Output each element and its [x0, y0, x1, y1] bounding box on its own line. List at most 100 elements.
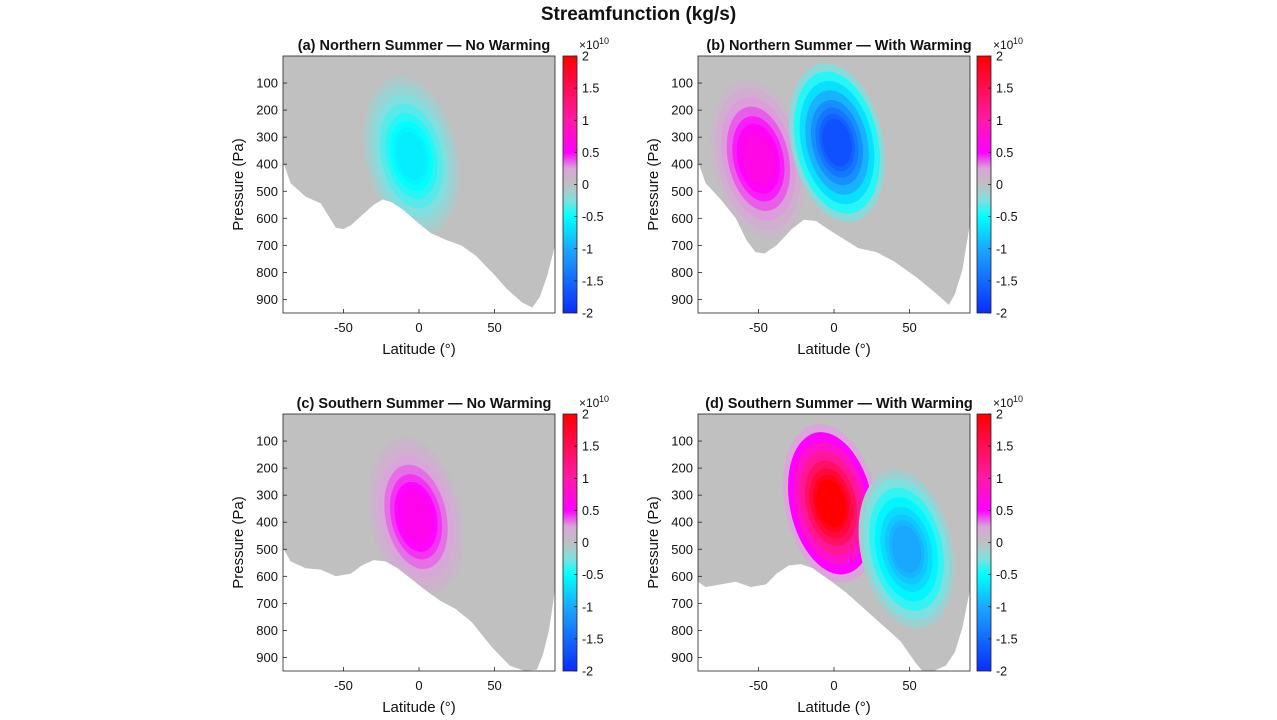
colorbar-exponent-power: 10 [599, 394, 609, 404]
y-tick-label: 100 [671, 434, 693, 449]
y-tick-label: 200 [256, 103, 278, 118]
colorbar-tick-label: -1 [582, 242, 593, 256]
y-tick-label: 400 [671, 157, 693, 172]
contour-level [816, 479, 846, 528]
y-tick-label: 700 [671, 596, 693, 611]
y-tick-label: 800 [256, 623, 278, 638]
y-tick-label: 900 [671, 292, 693, 307]
colorbar-tick-label: -0.5 [582, 210, 604, 224]
colorbar-exponent-power: 10 [1013, 394, 1023, 404]
colorbar-tick-label: -0.5 [996, 568, 1018, 582]
y-tick-label: 600 [256, 211, 278, 226]
y-tick-label: 200 [671, 103, 693, 118]
colorbar-exponent: ×10 [579, 396, 600, 410]
x-tick-label: 0 [830, 678, 837, 693]
colorbar-tick-label: 1 [996, 114, 1003, 128]
x-tick-label: 0 [415, 320, 422, 335]
circulation-cell [858, 469, 955, 629]
x-tick-label: -50 [334, 678, 353, 693]
field-area [698, 56, 970, 305]
y-axis-label: Pressure (Pa) [230, 138, 247, 231]
colorbar-tick-label: 0.5 [996, 146, 1013, 160]
field-area [283, 56, 555, 308]
colorbar-tick-label: 0.5 [996, 504, 1013, 518]
colorbar-tick-label: 2 [582, 408, 589, 422]
y-tick-label: 300 [256, 488, 278, 503]
colorbar-tick-label: 1 [582, 114, 589, 128]
colorbar-exponent: ×10 [993, 38, 1014, 52]
y-tick-label: 500 [671, 184, 693, 199]
y-tick-label: 700 [256, 238, 278, 253]
colorbar-tick-label: 0 [996, 178, 1003, 192]
y-tick-label: 900 [256, 292, 278, 307]
colorbar-tick-label: 1 [582, 472, 589, 486]
y-tick-label: 300 [671, 488, 693, 503]
colorbar-tick-label: 2 [582, 50, 589, 64]
colorbar: 2 1.5 1 0.5 0 -0.5 -1 -1.5 -2 ×10 10 [976, 36, 1023, 321]
y-tick-label: 400 [256, 157, 278, 172]
field-area [283, 414, 555, 671]
y-axis-label: Pressure (Pa) [230, 496, 247, 589]
colorbar: 2 1.5 1 0.5 0 -0.5 -1 -1.5 -2 ×10 10 [976, 394, 1023, 679]
contour-level [743, 135, 774, 183]
colorbar: 2 1.5 1 0.5 0 -0.5 -1 -1.5 -2 ×10 10 [562, 394, 609, 679]
y-tick-label: 100 [256, 76, 278, 91]
y-tick-label: 900 [256, 650, 278, 665]
y-tick-label: 500 [671, 542, 693, 557]
field-area [698, 414, 970, 671]
colorbar-tick-label: -1 [582, 600, 593, 614]
colorbar-exponent: ×10 [579, 38, 600, 52]
y-tick-label: 300 [671, 130, 693, 145]
x-tick-label: -50 [749, 320, 768, 335]
colorbar-tick-label: 1.5 [996, 82, 1013, 96]
colorbar-tick-label: -1.5 [996, 274, 1018, 288]
colorbar-tick-label: 0 [582, 536, 589, 550]
x-tick-label: 0 [830, 320, 837, 335]
colorbar-tick-label: 0 [996, 536, 1003, 550]
colorbar-exponent-power: 10 [1013, 36, 1023, 46]
colorbar-tick-label: -1.5 [582, 274, 604, 288]
colorbar-exponent: ×10 [993, 396, 1014, 410]
colorbar-tick-label: 0 [582, 178, 589, 192]
circulation-cell [789, 63, 885, 222]
x-tick-label: -50 [334, 320, 353, 335]
y-tick-label: 700 [256, 596, 278, 611]
colorbar-tick-label: 1.5 [582, 82, 599, 96]
y-tick-label: 800 [671, 265, 693, 280]
contour-level [891, 525, 922, 574]
y-tick-label: 100 [256, 434, 278, 449]
y-axis-label: Pressure (Pa) [645, 138, 662, 231]
y-tick-label: 400 [671, 515, 693, 530]
circulation-cell [368, 437, 464, 597]
x-tick-label: 0 [415, 678, 422, 693]
panel-title: (b) Northern Summer — With Warming [706, 38, 971, 54]
y-tick-label: 700 [671, 238, 693, 253]
x-tick-label: 50 [902, 320, 916, 335]
colorbar: 2 1.5 1 0.5 0 -0.5 -1 -1.5 -2 ×10 10 [562, 36, 609, 321]
colorbar-exponent-power: 10 [599, 36, 609, 46]
x-axis-label: Latitude (°) [382, 699, 456, 716]
colorbar-tick-label: -1.5 [996, 632, 1018, 646]
colorbar-tick-label: -0.5 [996, 210, 1018, 224]
x-tick-label: 50 [902, 678, 916, 693]
y-tick-label: 900 [671, 650, 693, 665]
y-tick-label: 600 [671, 569, 693, 584]
circulation-cell [710, 79, 807, 239]
x-axis-label: Latitude (°) [797, 341, 871, 358]
y-tick-label: 800 [671, 623, 693, 638]
colorbar-tick-label: -1 [996, 600, 1007, 614]
colorbar-tick-label: -2 [996, 307, 1007, 321]
colorbar-tick-label: 2 [996, 50, 1003, 64]
colorbar-tick-label: -0.5 [582, 568, 604, 582]
y-tick-label: 300 [256, 130, 278, 145]
x-tick-label: 50 [487, 320, 501, 335]
colorbar-tick-label: -2 [582, 307, 593, 321]
contour-level [396, 132, 427, 180]
x-axis-label: Latitude (°) [797, 699, 871, 716]
x-axis-label: Latitude (°) [382, 341, 456, 358]
colorbar-tick-label: 0.5 [582, 146, 599, 160]
